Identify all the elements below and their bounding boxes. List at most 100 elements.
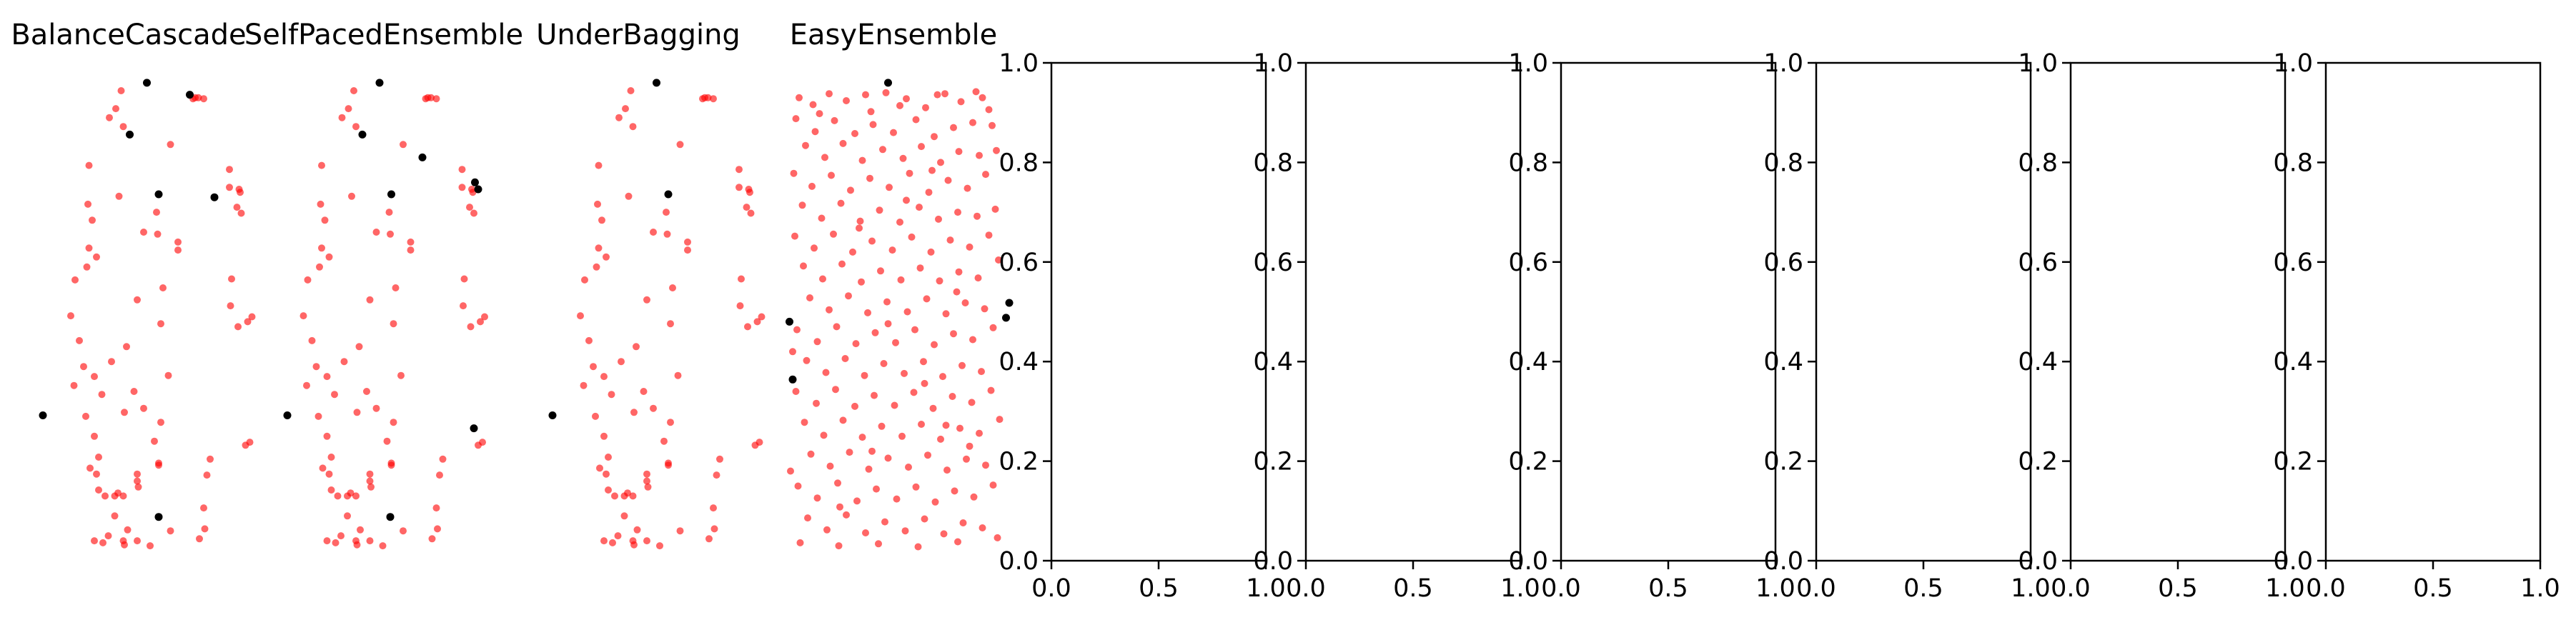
y-tick-label: 0.2 <box>999 448 1039 476</box>
majority-point <box>856 217 864 225</box>
minority-point <box>358 130 367 139</box>
majority-point <box>903 95 910 103</box>
majority-point <box>372 229 380 236</box>
majority-point <box>167 141 174 149</box>
subplot-2: SelfPacedEnsemble <box>244 19 523 550</box>
majority-point <box>993 146 1000 154</box>
majority-point <box>590 363 597 371</box>
majority-point <box>905 464 912 471</box>
subplot-title: BalanceCascade <box>11 19 246 51</box>
majority-point <box>823 526 831 534</box>
majority-point <box>629 492 637 500</box>
majority-point <box>883 298 891 306</box>
majority-point <box>618 358 625 366</box>
y-tick-label: 0.0 <box>999 547 1039 576</box>
majority-point <box>969 119 976 126</box>
majority-point <box>130 388 138 395</box>
majority-point <box>950 330 957 338</box>
majority-point <box>793 326 801 334</box>
majority-point <box>67 312 74 320</box>
majority-point <box>115 192 123 200</box>
minority-point <box>786 317 793 326</box>
majority-point <box>832 386 839 394</box>
y-tick-label: 0.4 <box>2273 348 2313 376</box>
majority-point <box>858 434 866 441</box>
majority-point <box>833 323 841 331</box>
majority-point <box>858 156 866 164</box>
majority-point <box>140 229 147 236</box>
majority-point <box>479 439 486 446</box>
majority-point <box>134 296 141 304</box>
majority-point <box>955 268 963 276</box>
x-tick-label: 1.0 <box>2520 574 2560 603</box>
majority-point <box>643 470 650 478</box>
majority-point <box>916 264 924 272</box>
majority-point <box>98 391 106 399</box>
minority-point <box>186 91 194 99</box>
majority-point <box>866 174 873 182</box>
majority-point <box>663 209 670 216</box>
majority-point <box>352 492 360 500</box>
majority-point <box>317 200 325 208</box>
majority-point <box>878 422 886 430</box>
majority-point <box>861 371 868 379</box>
minority-point <box>283 411 292 419</box>
majority-point <box>669 284 676 291</box>
y-tick-label: 0.4 <box>999 348 1039 376</box>
majority-point <box>308 336 316 344</box>
majority-point <box>244 318 252 326</box>
x-tick-label: 0.5 <box>1139 574 1179 603</box>
majority-point <box>620 512 628 520</box>
majority-point <box>951 487 958 495</box>
majority-point <box>743 204 750 211</box>
majority-point <box>852 340 860 348</box>
majority-point <box>89 216 96 224</box>
majority-point <box>868 447 876 455</box>
majority-point <box>890 129 897 136</box>
majority-point <box>95 486 102 494</box>
majority-point <box>961 299 969 306</box>
subplot-3: UnderBagging <box>536 19 766 550</box>
minority-point <box>386 513 395 521</box>
majority-point <box>228 275 235 283</box>
majority-point <box>862 91 869 99</box>
majority-point <box>327 454 335 461</box>
majority-point <box>826 306 833 314</box>
majority-point <box>366 537 374 545</box>
minority-point <box>387 190 395 199</box>
y-tick-label: 0.2 <box>2018 448 2058 476</box>
majority-point <box>577 312 584 320</box>
majority-point <box>174 238 182 246</box>
majority-point <box>605 454 612 461</box>
x-tick-label: 0.5 <box>1903 574 1943 603</box>
majority-point <box>989 324 997 331</box>
majority-point <box>366 296 374 304</box>
majority-point <box>811 244 818 252</box>
y-tick-label: 1.0 <box>2018 49 2058 78</box>
majority-point <box>796 94 803 101</box>
majority-point <box>477 318 484 326</box>
axes-frame <box>2069 61 2287 562</box>
majority-point <box>911 326 918 334</box>
majority-point <box>140 404 147 412</box>
majority-point <box>383 437 391 445</box>
majority-point <box>914 543 922 551</box>
majority-point <box>460 275 468 283</box>
x-tick-label: 1.0 <box>1755 574 1795 603</box>
majority-point <box>323 373 331 381</box>
majority-point <box>203 471 211 479</box>
majority-point <box>882 89 890 96</box>
majority-point <box>924 451 931 459</box>
majority-point <box>124 526 132 534</box>
majority-point <box>896 219 903 226</box>
majority-point <box>157 320 164 328</box>
majority-point <box>390 320 397 328</box>
majority-point <box>234 323 242 331</box>
majority-point <box>91 373 98 381</box>
majority-point <box>458 184 466 191</box>
subplot-8: 0.0 0.5 1.0 0.0 0.2 0.4 0.6 0.8 1.0 <box>1763 49 2051 603</box>
minority-point <box>375 79 384 87</box>
majority-point <box>966 442 974 450</box>
majority-point <box>959 519 967 526</box>
x-tick-label: 0.0 <box>1541 574 1581 603</box>
